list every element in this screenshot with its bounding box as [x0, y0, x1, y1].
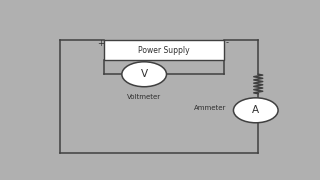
- Text: A: A: [252, 105, 259, 115]
- Text: V: V: [140, 69, 148, 79]
- Circle shape: [234, 98, 278, 123]
- FancyBboxPatch shape: [104, 40, 224, 60]
- Text: Voltmeter: Voltmeter: [127, 94, 161, 100]
- Text: Power Supply: Power Supply: [138, 46, 190, 55]
- Text: -: -: [226, 39, 229, 48]
- Text: Ammeter: Ammeter: [194, 105, 226, 111]
- Circle shape: [122, 62, 166, 87]
- Text: +: +: [97, 39, 104, 48]
